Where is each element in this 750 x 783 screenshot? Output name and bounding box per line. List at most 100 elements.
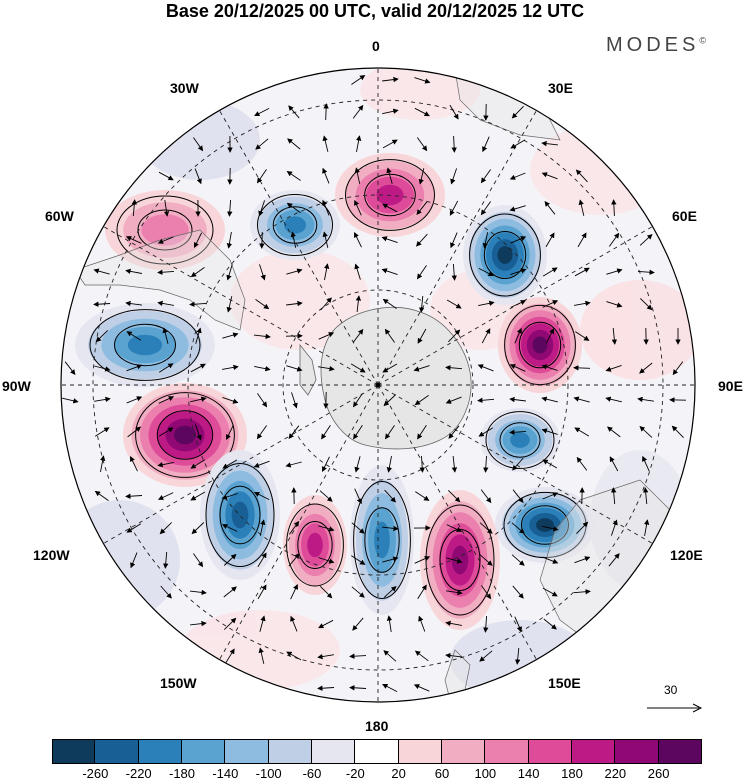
wind-vector (259, 231, 265, 249)
wind-vector (643, 519, 650, 536)
reference-vector-label: 30 (664, 683, 678, 697)
wind-vector (352, 393, 363, 408)
wind-vector (447, 489, 461, 503)
brand-text: MODES (606, 34, 700, 56)
colorbar-segment (355, 739, 399, 764)
chart-title: Base 20/12/2025 00 UTC, valid 20/12/2025… (165, 1, 585, 21)
streamline (521, 505, 569, 545)
wind-vector (222, 332, 239, 339)
wind-vector (542, 525, 559, 532)
wind-vector (449, 200, 459, 216)
wind-vector (222, 364, 239, 371)
wind-vector (354, 199, 362, 216)
streamline (469, 213, 541, 297)
wind-vector (130, 552, 138, 569)
wind-vector (382, 525, 399, 532)
wind-vector (288, 520, 300, 535)
wind-vector (190, 396, 207, 403)
wind-vector (542, 587, 558, 597)
wind-vector (94, 490, 109, 501)
anomaly-contour (174, 425, 196, 445)
wind-vector (290, 231, 297, 248)
wind-vector (256, 169, 267, 184)
wind-vector (542, 556, 559, 564)
wind-vector (125, 268, 142, 274)
wind-vector (126, 364, 143, 372)
wind-vector (545, 328, 555, 344)
wind-vector (611, 327, 618, 345)
wind-vector (227, 199, 233, 217)
wind-vector (414, 77, 431, 84)
wind-vector (159, 522, 173, 535)
wind-vector (542, 300, 559, 308)
wind-vector (158, 363, 174, 373)
wind-vector (509, 396, 526, 403)
south-pole (375, 382, 381, 388)
wind-vector (608, 553, 620, 567)
wind-vector (541, 428, 558, 435)
colorbar-segment (572, 739, 616, 764)
wind-vector (639, 425, 653, 438)
anomaly-contour (497, 246, 513, 264)
wind-vector (416, 265, 427, 280)
wind-vector (512, 489, 524, 504)
wind-vector (511, 522, 525, 534)
wind-vector (126, 396, 143, 404)
wind-vector (163, 551, 169, 569)
anomaly-contour (510, 432, 530, 448)
wind-vector (639, 362, 653, 374)
latitude-circle (282, 289, 474, 481)
wind-vector (223, 586, 237, 598)
streamline (135, 392, 235, 478)
wind-vector (288, 105, 300, 119)
wind-vector (514, 327, 522, 344)
wind-vector (318, 557, 335, 564)
wind-vector (418, 615, 426, 632)
wind-vector (322, 167, 330, 184)
wind-vector (288, 553, 300, 567)
wind-vector (190, 267, 205, 278)
wind-vector (351, 555, 366, 565)
wind-vector (157, 492, 174, 500)
wind-vector (286, 170, 301, 181)
wind-vector (578, 199, 585, 216)
wind-vector (448, 329, 461, 343)
colorbar-tick-label: -140 (212, 766, 239, 781)
streamline (345, 159, 435, 231)
anomaly-contour (284, 216, 306, 234)
wind-vector (317, 653, 334, 660)
wind-vector (355, 295, 362, 312)
wind-vector (639, 298, 653, 311)
wind-vector (189, 589, 207, 596)
wind-vector (449, 104, 459, 120)
wind-vector (541, 364, 558, 371)
anomaly-contour (127, 334, 163, 356)
wind-vector (95, 330, 109, 343)
wind-vector (319, 490, 333, 502)
wind-vector (450, 168, 458, 185)
wind-vector (157, 461, 174, 468)
wind-vector (223, 553, 237, 566)
colorbar-segment (442, 739, 486, 764)
wind-vector (541, 140, 558, 147)
wind-vector (158, 396, 175, 404)
anomaly-contour (536, 518, 554, 532)
wind-vector (354, 231, 362, 248)
wind-vector (382, 298, 397, 309)
anomaly-contour (374, 521, 390, 559)
wind-vector (254, 365, 271, 372)
meridian (377, 226, 653, 386)
wind-vector (162, 327, 169, 344)
wind-vector (573, 396, 590, 403)
wind-vector (610, 519, 618, 536)
wind-vector (414, 650, 429, 662)
wind-vector (541, 172, 558, 180)
wind-vector (255, 138, 269, 150)
wind-vector (510, 300, 527, 308)
wind-vector (163, 200, 170, 217)
colorbar-segment (52, 739, 96, 764)
wind-vector (127, 426, 142, 438)
colorbar-segment (312, 739, 356, 764)
wind-vector (414, 107, 430, 117)
wind-vector (126, 331, 142, 341)
